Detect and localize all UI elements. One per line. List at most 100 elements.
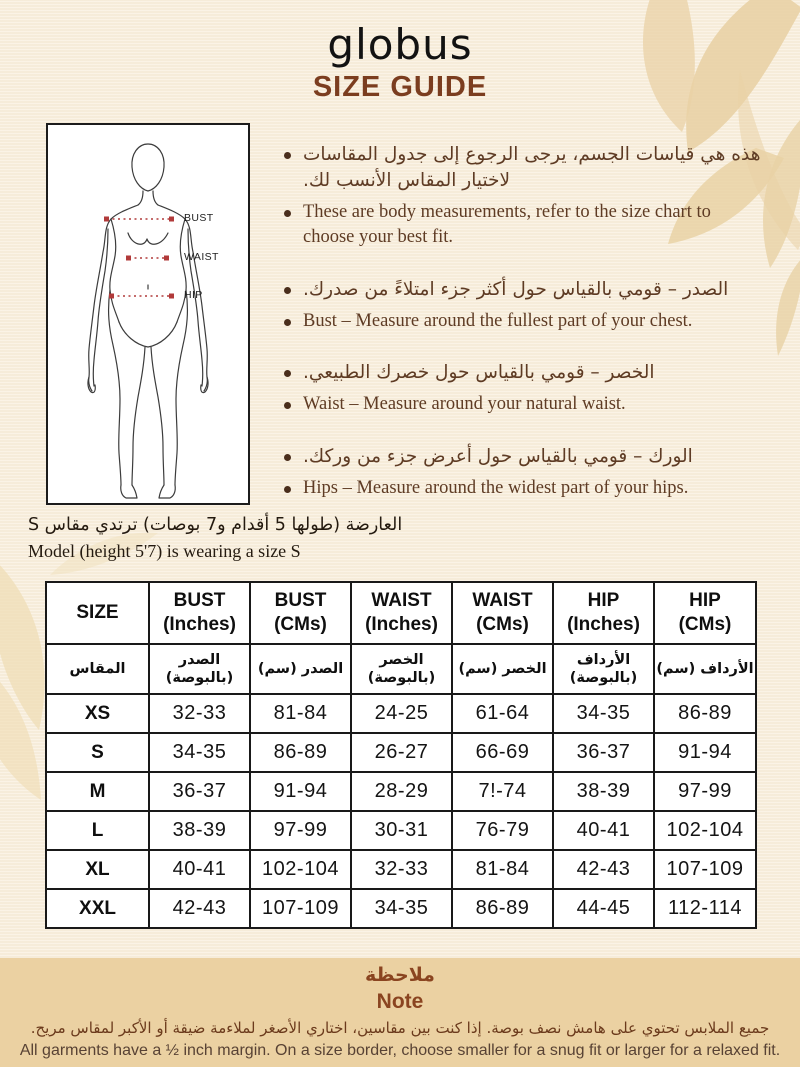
size-cell: 107-109 [249,888,352,929]
column-header-ar: الأرداف (بالبوصة) [552,643,655,695]
size-row-label: S [45,732,150,773]
instruction-text-ar: هذه هي قياسات الجسم، يرجى الرجوع إلى جدو… [303,144,761,191]
size-cell: 91-94 [653,732,757,773]
model-size-note-en: Model (height 5'7) is wearing a size S [28,541,301,562]
model-size-note: العارضة (طولها 5 أقدام و7 بوصات) ترتدي م… [28,513,458,564]
size-cell: 32-33 [148,693,251,734]
column-header-ar: المقاس [45,643,150,695]
instruction-text-en: Hips – Measure around the widest part of… [303,477,689,498]
size-cell: 38-39 [148,810,251,851]
size-cell: 102-104 [653,810,757,851]
column-header-ar: الأرداف (سم) [653,643,757,695]
size-cell: 7!-74 [451,771,554,812]
size-cell: 97-99 [653,771,757,812]
body-measurement-diagram: BUST WAIST HIP [46,123,250,505]
bullet-icon [284,318,291,326]
table-row: M 36-37 91-94 28-29 7!-74 38-39 97-99 [45,771,757,812]
column-header: BUST (Inches) [148,581,251,645]
hip-label: HIP [184,289,203,301]
size-row-label: XL [45,849,150,890]
size-cell: 86-89 [249,732,352,773]
instruction-row-ar: الخصر – قومي بالقياس حول خصرك الطبيعي. [284,360,766,386]
table-row: XL 40-41 102-104 32-33 81-84 42-43 107-1… [45,849,757,890]
bullet-icon [284,286,291,294]
size-cell: 112-114 [653,888,757,929]
page-title: SIZE GUIDE [312,71,488,103]
note-heading-ar: ملاحظة [365,964,435,986]
size-cell: 34-35 [350,888,453,929]
size-row-label: XXL [45,888,150,929]
size-cell: 28-29 [350,771,453,812]
instruction-text-ar: الورك – قومي بالقياس حول أعرض جزء من ورك… [303,445,693,467]
bullet-icon [284,402,291,410]
size-row-label: L [45,810,150,851]
size-cell: 81-84 [249,693,352,734]
size-cell: 86-89 [653,693,757,734]
table-row: XS 32-33 81-84 24-25 61-64 34-35 86-89 [45,693,757,734]
size-cell: 24-25 [350,693,453,734]
note-body-ar: جميع الملابس تحتوي على هامش نصف بوصة. إذ… [30,1018,770,1037]
leaf-decoration-right-edge [776,260,800,356]
size-cell: 76-79 [451,810,554,851]
instruction-row-ar: هذه هي قياسات الجسم، يرجى الرجوع إلى جدو… [284,142,766,194]
instruction-text-en: These are body measurements, refer to th… [303,201,711,248]
column-header: WAIST (CMs) [451,581,554,645]
size-cell: 34-35 [148,732,251,773]
table-row: L 38-39 97-99 30-31 76-79 40-41 102-104 [45,810,757,851]
instruction-row-en: Bust – Measure around the fullest part o… [284,309,766,335]
size-cell: 34-35 [552,693,655,734]
female-figure-illustration [87,143,209,499]
size-cell: 36-37 [552,732,655,773]
size-cell: 61-64 [451,693,554,734]
size-cell: 42-43 [148,888,251,929]
column-header: BUST (CMs) [249,581,352,645]
size-cell: 42-43 [552,849,655,890]
bullet-icon [284,209,291,217]
instruction-text-ar: الصدر – قومي بالقياس حول أكثر جزء امتلاء… [303,278,729,300]
bullet-icon [284,453,291,461]
column-header: WAIST (Inches) [350,581,453,645]
size-cell: 26-27 [350,732,453,773]
column-header: HIP (CMs) [653,581,757,645]
measurement-instructions: هذه هي قياسات الجسم، يرجى الرجوع إلى جدو… [284,142,766,527]
header-row-ar: المقاس الصدر (بالبوصة) الصدر (سم) الخصر … [45,643,757,695]
model-size-note-ar: العارضة (طولها 5 أقدام و7 بوصات) ترتدي م… [28,515,403,535]
note-body-en: All garments have a ½ inch margin. On a … [19,1042,781,1060]
column-header: HIP (Inches) [552,581,655,645]
column-header-ar: الصدر (بالبوصة) [148,643,251,695]
size-cell: 81-84 [451,849,554,890]
size-row-label: XS [45,693,150,734]
column-header-ar: الصدر (سم) [249,643,352,695]
instruction-text-ar: الخصر – قومي بالقياس حول خصرك الطبيعي. [303,362,655,384]
instruction-group-bust: الصدر – قومي بالقياس حول أكثر جزء امتلاء… [284,277,766,334]
instruction-group-waist: الخصر – قومي بالقياس حول خصرك الطبيعي. W… [284,360,766,417]
size-cell: 36-37 [148,771,251,812]
column-header-ar: الخصر (بالبوصة) [350,643,453,695]
size-cell: 40-41 [552,810,655,851]
size-cell: 97-99 [249,810,352,851]
size-chart-table: SIZE BUST (Inches) BUST (CMs) WAIST (Inc… [45,581,757,929]
bust-label: BUST [184,212,214,224]
instruction-row-ar: الصدر – قومي بالقياس حول أكثر جزء امتلاء… [284,277,766,303]
note-heading-en: Note [376,989,424,1013]
size-cell: 91-94 [249,771,352,812]
bullet-icon [284,370,291,378]
waist-label: WAIST [184,251,219,263]
table-row: S 34-35 86-89 26-27 66-69 36-37 91-94 [45,732,757,773]
size-cell: 44-45 [552,888,655,929]
measurement-lines [107,218,172,297]
instruction-group-hip: الورك – قومي بالقياس حول أعرض جزء من ورك… [284,444,766,501]
bullet-icon [284,485,291,493]
instruction-row-en: Waist – Measure around your natural wais… [284,392,766,418]
size-cell: 38-39 [552,771,655,812]
instruction-text-en: Bust – Measure around the fullest part o… [303,310,693,331]
instruction-text-en: Waist – Measure around your natural wais… [303,394,626,415]
note-section: ملاحظة Note جميع الملابس تحتوي على هامش … [0,958,800,1067]
instruction-row-ar: الورك – قومي بالقياس حول أعرض جزء من ورك… [284,444,766,470]
size-cell: 30-31 [350,810,453,851]
size-cell: 102-104 [249,849,352,890]
size-cell: 32-33 [350,849,453,890]
size-row-label: M [45,771,150,812]
column-header: SIZE [45,581,150,645]
